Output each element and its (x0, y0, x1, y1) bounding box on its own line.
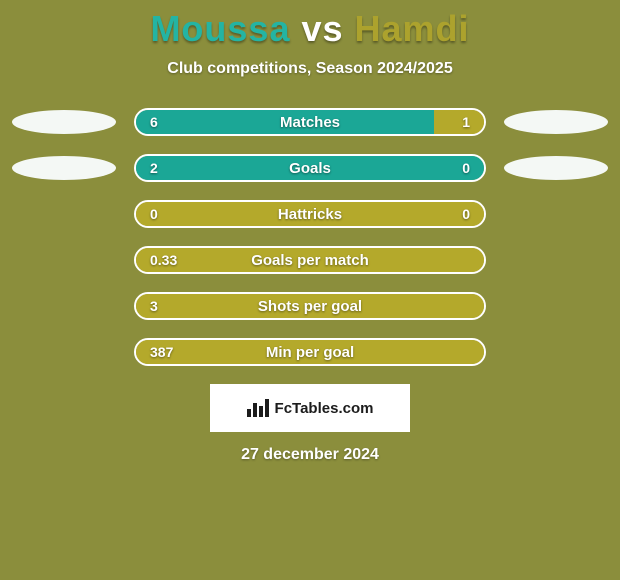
stat-row: 0.33Goals per match (0, 246, 620, 274)
stat-row: 00Hattricks (0, 200, 620, 228)
stat-label: Goals per match (136, 248, 484, 272)
oval-spacer (12, 340, 116, 364)
stat-rows: 61Matches 20Goals 00Hattricks 0.33Goals per… (0, 108, 620, 366)
subtitle: Club competitions, Season 2024/2025 (0, 60, 620, 78)
date-label: 27 december 2024 (0, 446, 620, 464)
stat-row: 3Shots per goal (0, 292, 620, 320)
fctables-label: FcTables.com (275, 400, 374, 417)
oval-spacer (504, 340, 608, 364)
player-oval-left (12, 110, 116, 134)
oval-spacer (12, 248, 116, 272)
stat-row: 61Matches (0, 108, 620, 136)
stat-bar: 00Hattricks (134, 200, 486, 228)
stat-bar: 20Goals (134, 154, 486, 182)
stat-row: 387Min per goal (0, 338, 620, 366)
player-oval-right (504, 110, 608, 134)
page-title: Moussa vs Hamdi (0, 0, 620, 50)
stat-label: Hattricks (136, 202, 484, 226)
comparison-card: Moussa vs Hamdi Club competitions, Seaso… (0, 0, 620, 580)
oval-spacer (504, 202, 608, 226)
fctables-badge[interactable]: FcTables.com (210, 384, 410, 432)
player-oval-left (12, 156, 116, 180)
stat-label: Goals (136, 156, 484, 180)
stat-row: 20Goals (0, 154, 620, 182)
title-player-left: Moussa (150, 8, 290, 49)
oval-spacer (504, 248, 608, 272)
stat-bar: 61Matches (134, 108, 486, 136)
stat-bar: 0.33Goals per match (134, 246, 486, 274)
oval-spacer (504, 294, 608, 318)
stat-bar: 387Min per goal (134, 338, 486, 366)
oval-spacer (12, 202, 116, 226)
title-vs: vs (290, 8, 354, 49)
oval-spacer (12, 294, 116, 318)
stat-label: Min per goal (136, 340, 484, 364)
stat-label: Shots per goal (136, 294, 484, 318)
title-player-right: Hamdi (355, 8, 470, 49)
fctables-icon (247, 399, 269, 417)
stat-bar: 3Shots per goal (134, 292, 486, 320)
stat-label: Matches (136, 110, 484, 134)
player-oval-right (504, 156, 608, 180)
